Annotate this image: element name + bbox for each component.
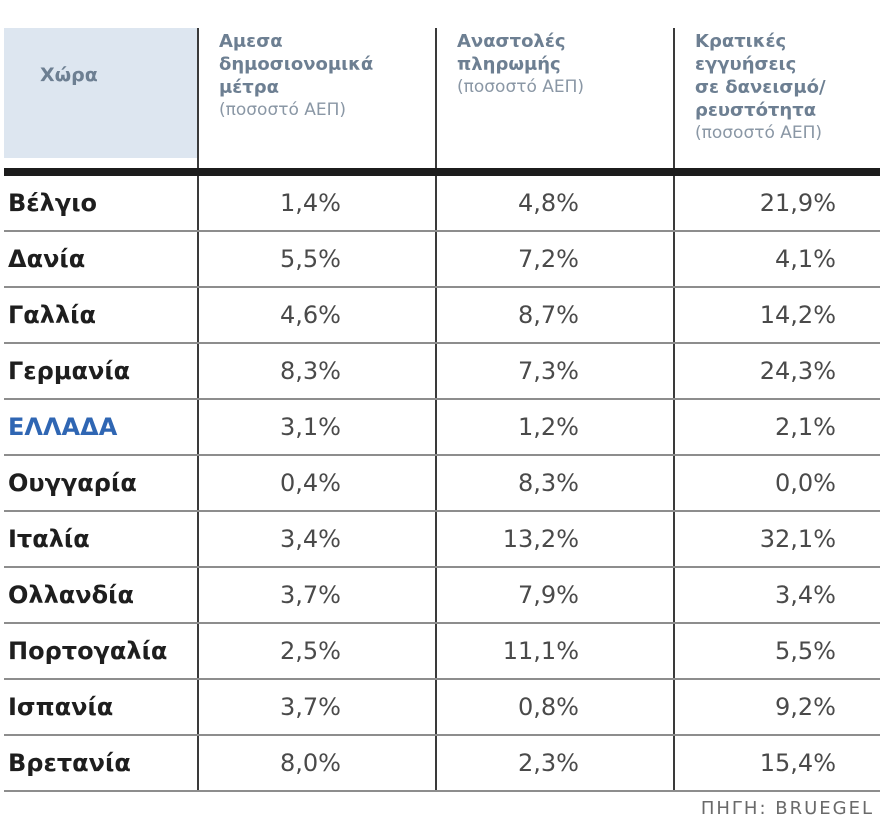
country-cell: Ισπανία — [4, 679, 198, 736]
header-direct-measures-unit: (ποσοστό ΑΕΠ) — [219, 100, 347, 120]
payment-deferrals-cell: 13,2% — [435, 511, 674, 568]
payment-deferrals-cell: 7,9% — [435, 567, 674, 624]
country-cell: Ολλανδία — [4, 567, 198, 624]
table-row: Ισπανία 3,7% 0,8% 9,2% — [4, 679, 880, 736]
table-row: Γερμανία 8,3% 7,3% 24,3% — [4, 343, 880, 400]
header-state-guarantees-unit: (ποσοστό ΑΕΠ) — [695, 123, 823, 143]
direct-measures-cell: 3,7% — [197, 567, 436, 624]
state-guarantees-cell: 15,4% — [673, 735, 880, 792]
direct-measures-cell: 1,4% — [197, 172, 436, 232]
state-guarantees-cell: 32,1% — [673, 511, 880, 568]
header-payment-deferrals: Αναστολές πληρωμής (ποσοστό ΑΕΠ) — [435, 28, 674, 176]
state-guarantees-cell: 0,0% — [673, 455, 880, 512]
header-row: Χώρα Αμεσα δημοσιονομικά μέτρα (ποσοστό … — [4, 28, 880, 176]
country-cell: ΕΛΛΑΔΑ — [4, 399, 198, 456]
payment-deferrals-cell: 0,8% — [435, 679, 674, 736]
state-guarantees-cell: 14,2% — [673, 287, 880, 344]
direct-measures-cell: 0,4% — [197, 455, 436, 512]
country-cell: Γαλλία — [4, 287, 198, 344]
payment-deferrals-cell: 1,2% — [435, 399, 674, 456]
country-cell: Δανία — [4, 231, 198, 288]
header-direct-measures-title: Αμεσα δημοσιονομικά μέτρα — [219, 31, 374, 98]
payment-deferrals-cell: 8,7% — [435, 287, 674, 344]
table-row: Βρετανία 8,0% 2,3% 15,4% — [4, 735, 880, 792]
header-country-box: Χώρα — [4, 28, 197, 158]
direct-measures-cell: 5,5% — [197, 231, 436, 288]
table-row: Γαλλία 4,6% 8,7% 14,2% — [4, 287, 880, 344]
state-guarantees-cell: 2,1% — [673, 399, 880, 456]
data-table: Χώρα Αμεσα δημοσιονομικά μέτρα (ποσοστό … — [4, 28, 880, 792]
state-guarantees-cell: 24,3% — [673, 343, 880, 400]
direct-measures-cell: 3,1% — [197, 399, 436, 456]
header-country: Χώρα — [4, 28, 198, 176]
payment-deferrals-cell: 11,1% — [435, 623, 674, 680]
payment-deferrals-cell: 2,3% — [435, 735, 674, 792]
payment-deferrals-cell: 4,8% — [435, 172, 674, 232]
header-state-guarantees-title: Κρατικές εγγυήσεις σε δανεισμό/ ρευστότη… — [695, 31, 826, 121]
table-row: Ολλανδία 3,7% 7,9% 3,4% — [4, 567, 880, 624]
table-row: Βέλγιο 1,4% 4,8% 21,9% — [4, 172, 880, 232]
table-row: ΕΛΛΑΔΑ 3,1% 1,2% 2,1% — [4, 399, 880, 456]
table-body: Βέλγιο 1,4% 4,8% 21,9% Δανία 5,5% 7,2% 4,1% Γαλλ… — [4, 172, 880, 792]
payment-deferrals-cell: 7,2% — [435, 231, 674, 288]
direct-measures-cell: 4,6% — [197, 287, 436, 344]
direct-measures-cell: 2,5% — [197, 623, 436, 680]
state-guarantees-cell: 3,4% — [673, 567, 880, 624]
state-guarantees-cell: 4,1% — [673, 231, 880, 288]
header-direct-measures: Αμεσα δημοσιονομικά μέτρα (ποσοστό ΑΕΠ) — [197, 28, 436, 176]
table-row: Ιταλία 3,4% 13,2% 32,1% — [4, 511, 880, 568]
payment-deferrals-cell: 8,3% — [435, 455, 674, 512]
header-payment-deferrals-unit: (ποσοστό ΑΕΠ) — [457, 77, 585, 97]
country-cell: Βρετανία — [4, 735, 198, 792]
header-payment-deferrals-title: Αναστολές πληρωμής — [457, 31, 566, 75]
table-row: Δανία 5,5% 7,2% 4,1% — [4, 231, 880, 288]
table-row: Πορτογαλία 2,5% 11,1% 5,5% — [4, 623, 880, 680]
table-row: Ουγγαρία 0,4% 8,3% 0,0% — [4, 455, 880, 512]
country-cell: Γερμανία — [4, 343, 198, 400]
country-cell: Ιταλία — [4, 511, 198, 568]
state-guarantees-cell: 9,2% — [673, 679, 880, 736]
state-guarantees-cell: 21,9% — [673, 172, 880, 232]
country-cell: Πορτογαλία — [4, 623, 198, 680]
country-cell: Ουγγαρία — [4, 455, 198, 512]
direct-measures-cell: 8,0% — [197, 735, 436, 792]
country-cell: Βέλγιο — [4, 172, 198, 232]
direct-measures-cell: 3,4% — [197, 511, 436, 568]
header-country-label: Χώρα — [40, 64, 98, 86]
header-state-guarantees: Κρατικές εγγυήσεις σε δανεισμό/ ρευστότη… — [673, 28, 880, 176]
direct-measures-cell: 3,7% — [197, 679, 436, 736]
payment-deferrals-cell: 7,3% — [435, 343, 674, 400]
direct-measures-cell: 8,3% — [197, 343, 436, 400]
source-note: ΠΗΓΗ: BRUEGEL — [700, 798, 874, 819]
state-guarantees-cell: 5,5% — [673, 623, 880, 680]
